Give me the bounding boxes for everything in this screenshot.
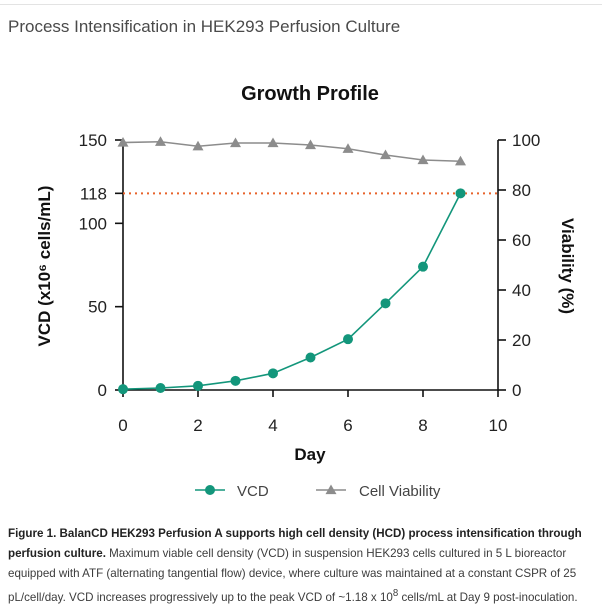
legend-viability-marker <box>325 484 337 495</box>
vcd-point <box>343 334 353 345</box>
x-tick-label: 8 <box>418 416 427 435</box>
legend-vcd-marker <box>205 485 215 495</box>
y2-axis-label: Viability (%) <box>558 218 577 314</box>
y2-tick-label: 60 <box>512 231 531 250</box>
y2-tick-label: 40 <box>512 281 531 300</box>
y-tick-label: 118 <box>80 184 107 203</box>
y-tick-label: 0 <box>98 381 107 400</box>
y-tick-label: 50 <box>88 298 107 317</box>
caption-superscript: 8 <box>392 588 399 599</box>
x-tick-label: 4 <box>268 416 277 435</box>
vcd-point <box>118 384 128 395</box>
vcd-point <box>305 352 316 363</box>
viability-point <box>342 143 354 153</box>
viability-point <box>305 139 316 150</box>
chart-title: Growth Profile <box>241 83 379 105</box>
y2-tick-label: 80 <box>512 181 531 200</box>
viability-point <box>155 136 166 146</box>
legend-vcd-label: VCD <box>237 483 269 500</box>
viability-point <box>380 149 391 160</box>
vcd-point <box>268 368 278 379</box>
caption-bold: Figure 1. BalanCD HEK293 Perfusion A sup… <box>8 527 582 560</box>
x-tick-label: 0 <box>118 416 127 435</box>
viability-point <box>117 137 129 147</box>
y-axis-label: VCD (x10⁶ cells/mL) <box>35 186 54 347</box>
vcd-series-line <box>122 192 462 390</box>
x-axis-label: Day <box>294 445 326 464</box>
caption-text-a: Maximum viable cell density (VCD) in sus… <box>8 547 577 604</box>
legend-viability-label: Cell Viability <box>359 483 441 500</box>
viability-point <box>455 155 466 166</box>
x-tick-label: 10 <box>489 416 508 435</box>
viability-point <box>417 154 429 165</box>
chart-legend: VCD Cell Viability <box>195 483 441 500</box>
viability-point <box>192 140 204 151</box>
top-divider <box>0 4 602 5</box>
growth-profile-chart: Growth Profile 0 2 4 6 8 10050100118150020406… <box>35 83 577 500</box>
x-tick-label: 2 <box>193 416 202 435</box>
y2-tick-label: 20 <box>512 331 531 350</box>
vcd-point <box>380 298 391 309</box>
viability-series-line <box>122 140 461 163</box>
vcd-point <box>230 375 241 386</box>
vcd-point <box>155 383 166 393</box>
chart-marks <box>117 136 466 395</box>
y-tick-label: 100 <box>79 214 107 233</box>
x-tick-label: 6 <box>343 416 352 435</box>
vcd-point <box>193 380 203 391</box>
viability-point <box>230 137 241 148</box>
page-title: Process Intensification in HEK293 Perfus… <box>8 17 401 36</box>
viability-point <box>267 137 279 148</box>
figure-caption: Figure 1. BalanCD HEK293 Perfusion A sup… <box>8 524 596 608</box>
y2-tick-label: 100 <box>512 131 540 150</box>
caption-text-b: cells/mL at Day 9 post-inoculation. <box>398 590 578 604</box>
y2-tick-label: 0 <box>512 381 521 400</box>
y-tick-label: 150 <box>79 131 107 150</box>
vcd-point <box>418 261 428 272</box>
vcd-point <box>455 188 466 199</box>
